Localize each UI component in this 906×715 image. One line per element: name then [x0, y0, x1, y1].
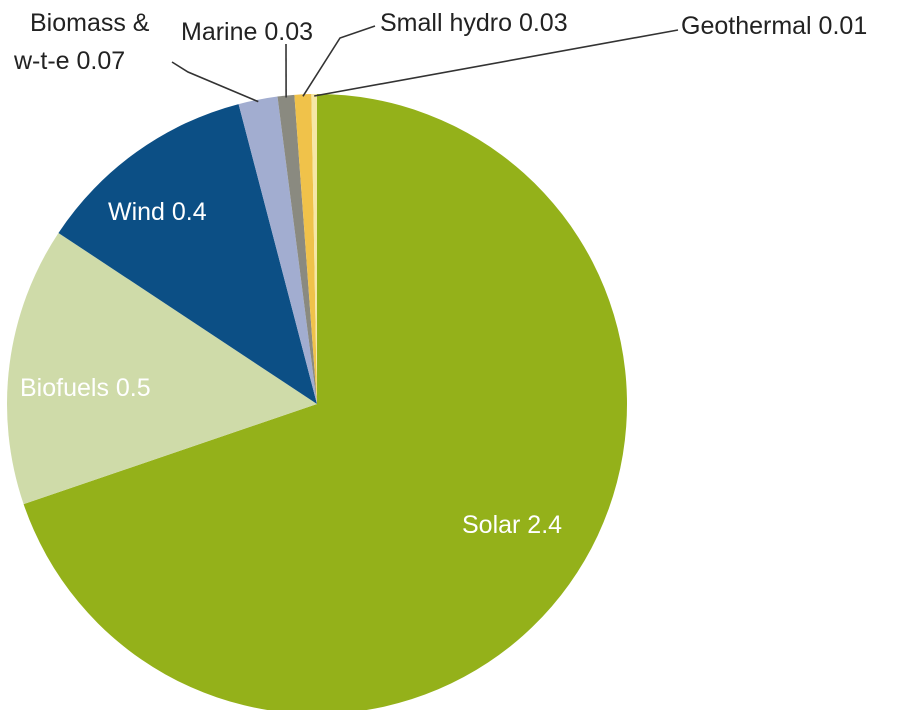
- slice-label-geothermal: Geothermal 0.01: [681, 12, 867, 40]
- slice-label-marine: Marine 0.03: [181, 18, 313, 46]
- slice-label-small-hydro: Small hydro 0.03: [380, 9, 568, 37]
- slice-label-wind: Wind 0.4: [108, 198, 207, 226]
- slice-label-biofuels: Biofuels 0.5: [20, 374, 151, 402]
- slice-label-biomass-line2: w-t-e 0.07: [13, 47, 125, 75]
- slice-label-biomass-line1: Biomass &: [30, 9, 150, 37]
- pie-slices: [7, 94, 627, 710]
- slice-label-solar: Solar 2.4: [462, 511, 562, 539]
- leader-line-geothermal: [314, 30, 678, 96]
- leader-line-biomass: [172, 62, 258, 102]
- leader-line-small-hydro: [303, 26, 375, 96]
